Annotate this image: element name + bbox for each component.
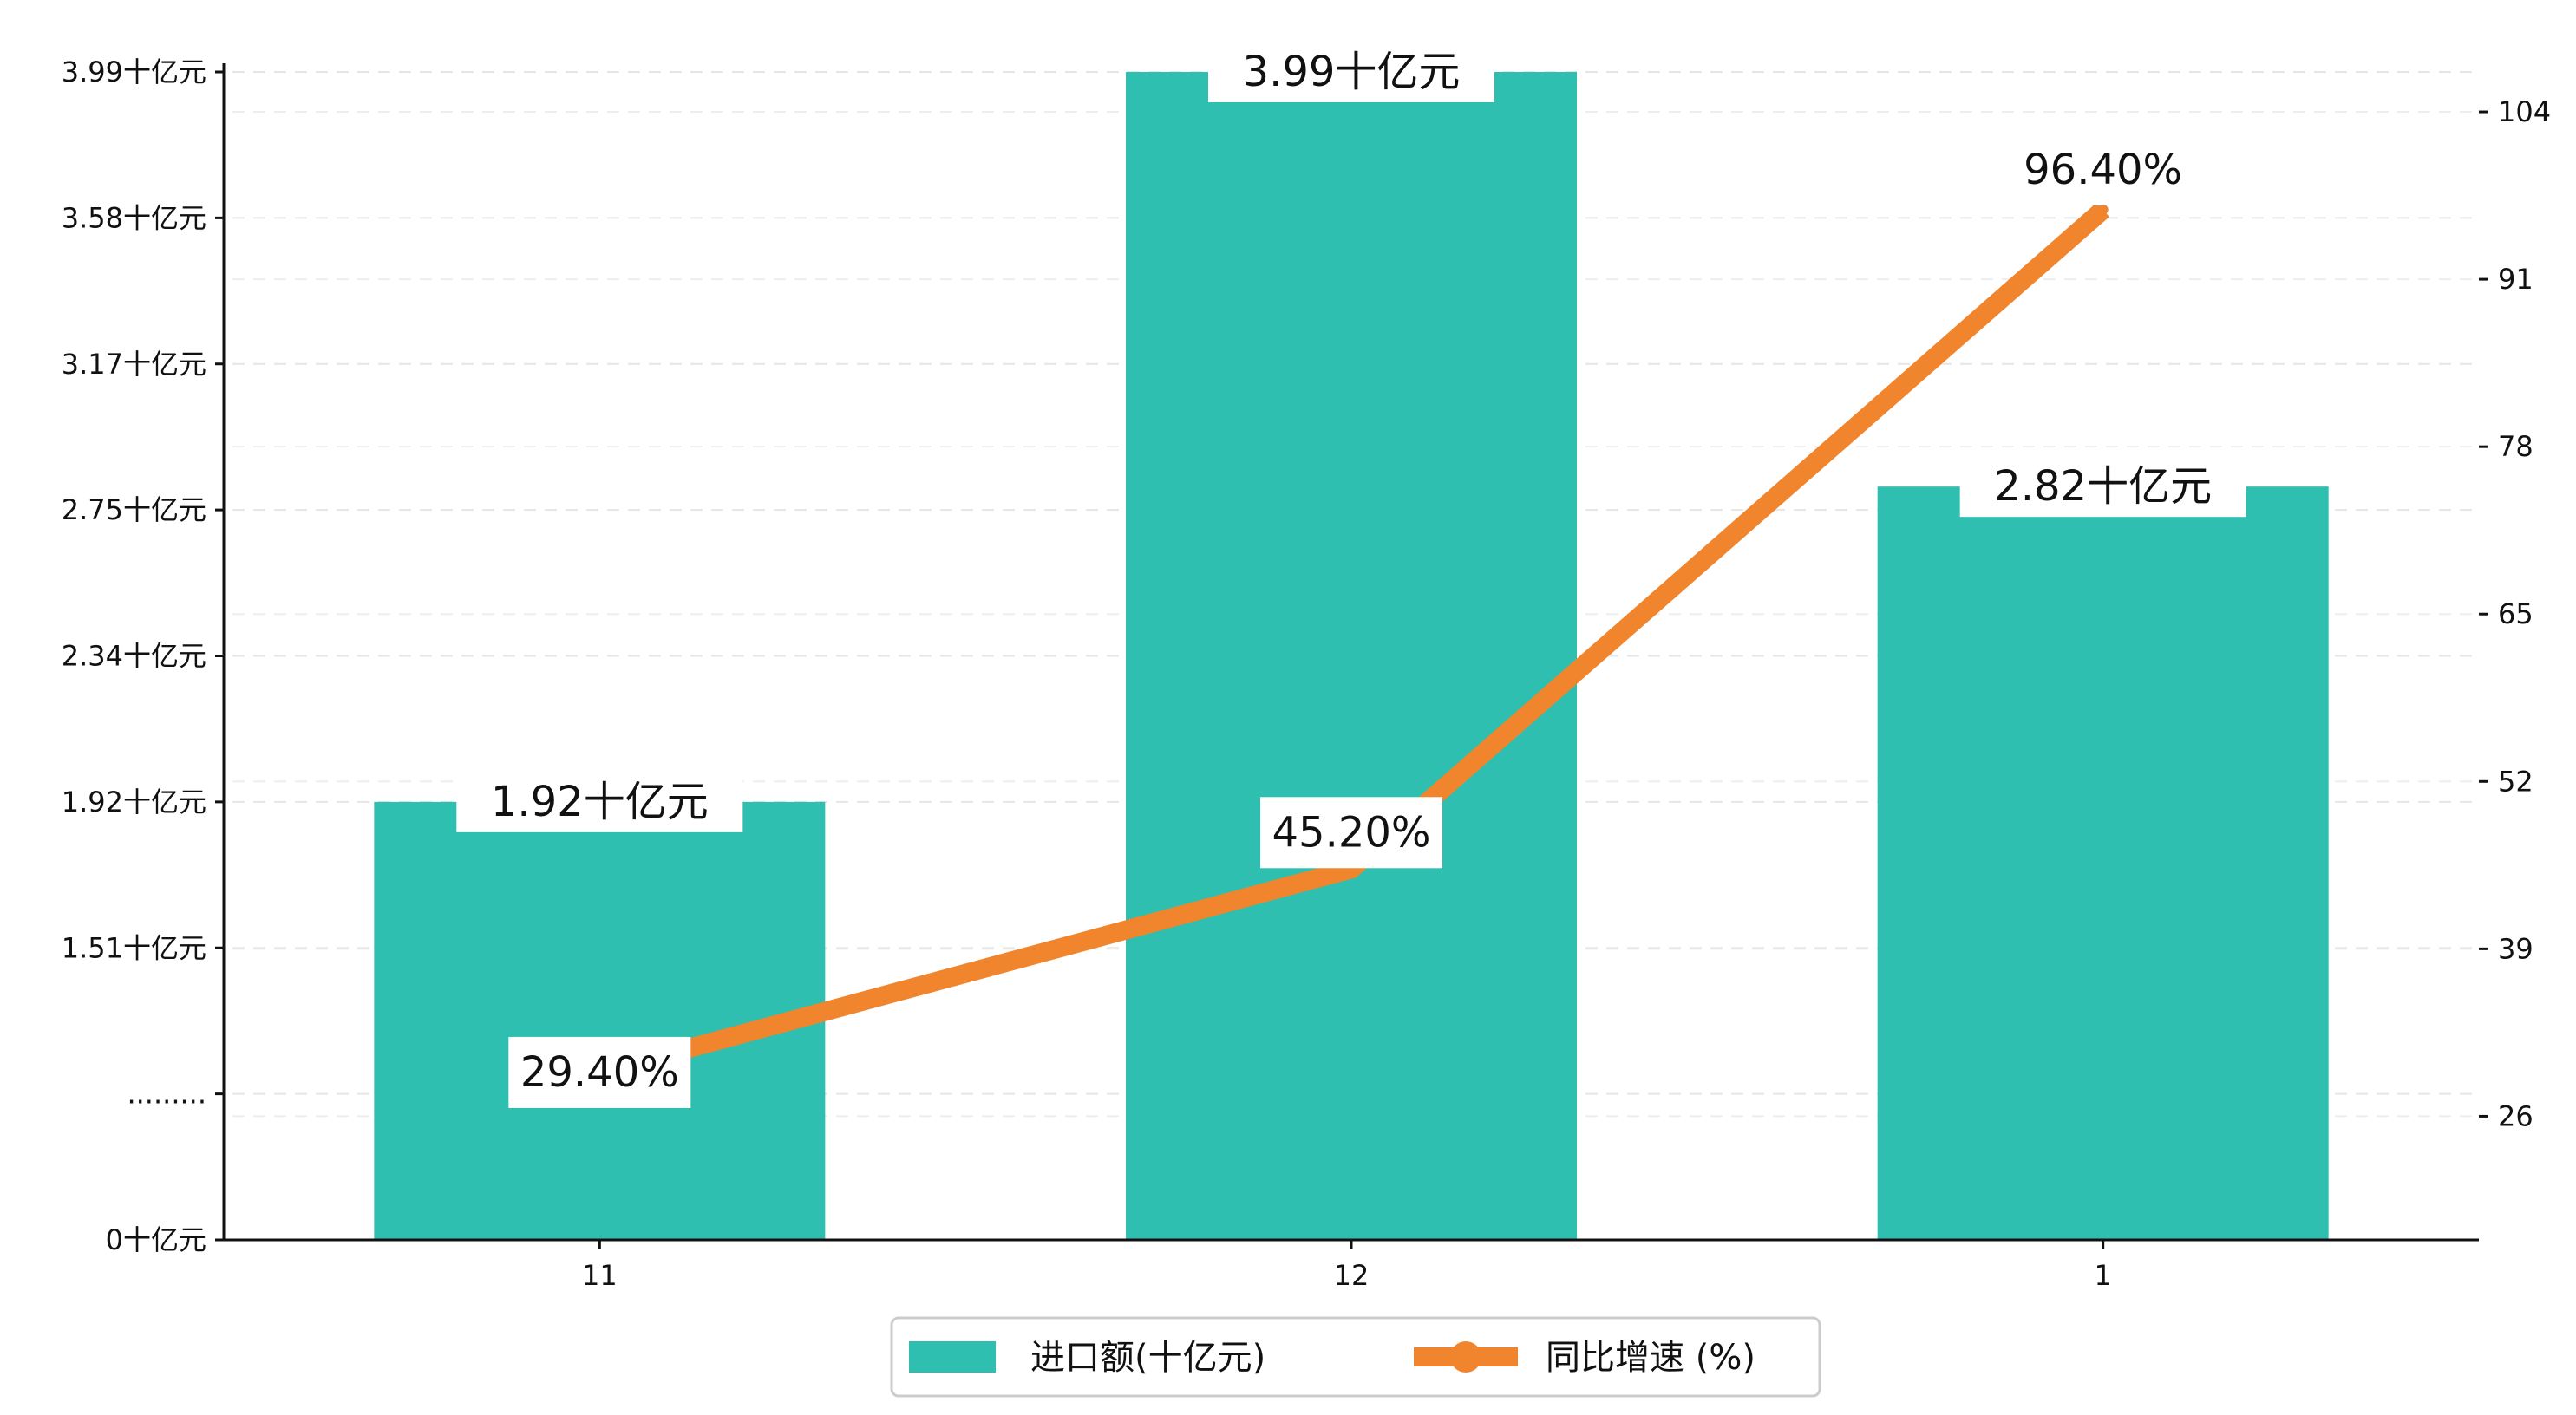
bar-data-label: 2.82十亿元	[1994, 462, 2212, 511]
bars	[374, 72, 2329, 1240]
left-tick-label: 2.75十亿元	[62, 493, 206, 526]
x-tick-label: 11	[582, 1259, 618, 1292]
right-tick-label: 26	[2498, 1099, 2534, 1132]
right-tick-label: 78	[2498, 430, 2534, 463]
right-tick-label: 91	[2498, 263, 2534, 296]
bar-data-label: 1.92十亿元	[491, 778, 709, 826]
legend-box	[890, 1316, 1821, 1398]
axes: 0十亿元......... 1.51十亿元 1.92十亿元 2.34十亿元 2.75十亿…	[62, 55, 2551, 1292]
left-tick-label: 2.34十亿元	[62, 640, 206, 673]
left-tick-label: 0十亿元	[106, 1223, 206, 1256]
right-tick-label: 39	[2498, 932, 2534, 965]
bar	[1126, 72, 1577, 1240]
line-label-bg	[508, 1036, 691, 1108]
legend-line-label: 同比增速 (%)	[1546, 1338, 1755, 1378]
right-tick-label: 104	[2498, 95, 2551, 128]
line-point	[2097, 204, 2109, 215]
line-data-label: 96.40%	[2024, 146, 2182, 194]
left-tick-label: 3.58十亿元	[62, 201, 206, 234]
legend: 进口额(十亿元) 同比增速 (%)	[890, 1316, 1821, 1398]
bar-label-bg	[1959, 456, 2246, 518]
line-data-label: 45.20%	[1272, 808, 1430, 857]
line-label-bg	[2011, 134, 2194, 205]
bar	[374, 801, 826, 1240]
line-data-label: 29.40%	[520, 1048, 679, 1097]
right-tick-label: 65	[2498, 597, 2534, 630]
right-tick-label: 52	[2498, 765, 2534, 798]
x-tick-label: 12	[1334, 1259, 1370, 1292]
left-tick-label: 3.99十亿元	[62, 55, 206, 88]
data-labels: 1.92十亿元 3.99十亿元 2.82十亿元 29.40% 45.20% 96.40%	[456, 42, 2246, 1108]
x-tick-label: 1	[2094, 1259, 2111, 1292]
left-tick-label: 1.92十亿元	[62, 786, 206, 818]
bar-data-label: 3.99十亿元	[1243, 48, 1461, 96]
left-tick-label: .........	[127, 1078, 206, 1111]
legend-bar-label: 进口额(十亿元)	[1030, 1338, 1265, 1378]
bar	[1877, 486, 2329, 1240]
bar-label-bg	[456, 771, 743, 832]
line-label-bg	[1260, 797, 1442, 869]
left-tick-label: 3.17十亿元	[62, 348, 206, 381]
bar-label-bg	[1208, 42, 1494, 102]
legend-line-marker	[1450, 1341, 1481, 1373]
left-tick-label: 1.51十亿元	[62, 931, 206, 964]
legend-bar-swatch	[909, 1341, 996, 1373]
